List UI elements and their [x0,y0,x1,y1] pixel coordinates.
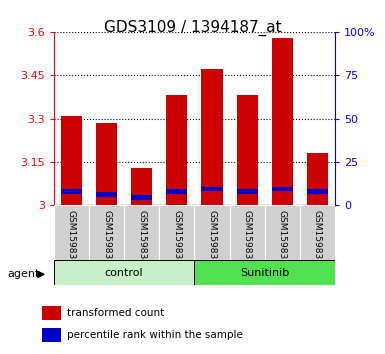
Text: percentile rank within the sample: percentile rank within the sample [67,330,243,340]
Bar [124,205,159,260]
Text: Sunitinib: Sunitinib [240,268,289,278]
Bar [61,116,82,205]
Text: GSM159830: GSM159830 [67,210,76,265]
Text: transformed count: transformed count [67,308,164,318]
Bar [96,123,117,205]
Bar [307,189,328,194]
Bar [307,153,328,205]
Text: GSM159832: GSM159832 [243,210,252,264]
Bar [61,189,82,194]
Bar [54,260,194,285]
Bar [300,205,335,260]
Text: GSM159835: GSM159835 [172,210,181,265]
Bar [96,192,117,197]
Bar [166,189,187,194]
Bar [264,205,300,260]
Bar [194,260,335,285]
Bar [201,187,223,191]
Bar [272,187,293,191]
Bar [131,168,152,205]
Bar [131,195,152,200]
Text: GSM159837: GSM159837 [278,210,287,265]
Text: GSM159834: GSM159834 [137,210,146,264]
Text: GSM159833: GSM159833 [102,210,111,265]
Bar [236,96,258,205]
Bar [229,205,265,260]
Text: control: control [105,268,144,278]
Text: agent: agent [8,269,40,279]
Bar [54,205,89,260]
Bar [272,38,293,205]
Bar [89,205,124,260]
Bar [236,189,258,194]
Bar [201,69,223,205]
Bar [42,327,60,342]
Bar [194,205,229,260]
Bar [42,306,60,320]
Text: GDS3109 / 1394187_at: GDS3109 / 1394187_at [104,19,281,36]
Text: GSM159838: GSM159838 [313,210,322,265]
Text: GSM159831: GSM159831 [208,210,216,265]
Bar [166,96,187,205]
Bar [159,205,194,260]
